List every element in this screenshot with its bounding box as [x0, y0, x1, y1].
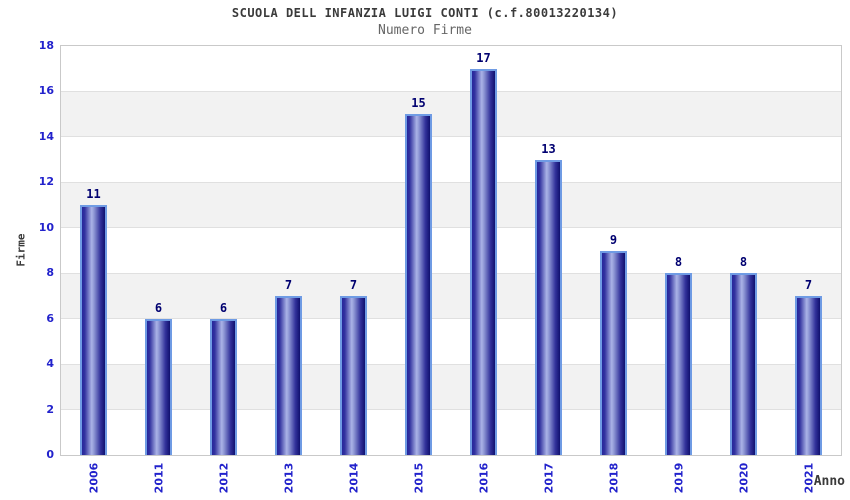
x-tick-label: 2012 — [217, 462, 230, 494]
y-tick-label: 8 — [46, 266, 54, 280]
x-tick-label: 2016 — [477, 462, 490, 494]
bar-2013 — [275, 295, 302, 455]
bar-value-label: 17 — [476, 50, 491, 65]
x-tick-label: 2015 — [412, 462, 425, 494]
bar-value-label: 8 — [739, 255, 748, 270]
grid-band — [61, 136, 841, 183]
bar-2014 — [340, 295, 367, 455]
y-tick-label: 14 — [38, 129, 54, 143]
gridline — [61, 90, 841, 92]
bar-2012 — [210, 318, 237, 455]
y-tick-label: 0 — [46, 448, 54, 461]
grid-band — [61, 318, 841, 365]
bar-value-label: 8 — [674, 255, 683, 270]
bar-2017 — [535, 159, 562, 455]
y-tick-label: 2 — [46, 402, 54, 416]
bar-2016 — [470, 68, 497, 455]
x-tick-label: 2014 — [347, 462, 360, 494]
bar-value-label: 7 — [284, 277, 293, 292]
x-tick-label: 2017 — [542, 462, 555, 494]
grid-band — [61, 182, 841, 228]
y-tick-label: 18 — [38, 39, 54, 52]
gridline — [61, 181, 841, 183]
bar-value-label: 11 — [86, 187, 101, 202]
y-tick-label: 10 — [38, 220, 54, 234]
grid-band — [61, 364, 841, 410]
bar-value-label: 13 — [541, 141, 556, 156]
gridline — [61, 409, 841, 411]
chart-title: SCUOLA DELL INFANZIA LUIGI CONTI (c.f.80… — [231, 6, 619, 20]
bar-value-label: 9 — [609, 232, 618, 247]
bar-value-label: 7 — [349, 277, 358, 292]
bar-2011 — [145, 318, 172, 455]
x-tick-label: 2018 — [607, 462, 620, 494]
grid-band — [61, 227, 841, 274]
x-tick-label: 2019 — [672, 462, 685, 494]
bar-2006 — [80, 205, 107, 455]
grid-band — [61, 91, 841, 137]
gridline — [61, 363, 841, 365]
gridline — [61, 227, 841, 229]
x-axis-title: Anno — [813, 474, 845, 489]
x-tick-label: 2006 — [87, 462, 100, 494]
grid-band — [61, 409, 841, 455]
gridline — [61, 136, 841, 138]
bar-2019 — [665, 273, 692, 455]
y-tick-label: 16 — [38, 84, 54, 98]
gridline — [61, 272, 841, 274]
x-tick-label: 2021 — [802, 462, 815, 494]
y-tick-label: 12 — [38, 175, 54, 189]
gridline — [61, 318, 841, 320]
bar-value-label: 6 — [219, 300, 228, 315]
plot-area: 11 6 6 7 7 15 17 13 9 8 8 7 — [60, 45, 842, 456]
bar-2018 — [600, 250, 627, 455]
bar-value-label: 7 — [804, 277, 813, 292]
bar-value-label: 15 — [411, 96, 426, 111]
grid-band — [61, 273, 841, 319]
x-tick-label: 2020 — [737, 462, 750, 494]
grid-band — [61, 46, 841, 92]
bar-2021 — [795, 295, 822, 455]
bar-2020 — [730, 273, 757, 455]
bar-2015 — [405, 114, 432, 455]
y-tick-label: 4 — [46, 357, 54, 371]
bar-value-label: 6 — [154, 300, 163, 315]
y-axis-title: Firme — [14, 233, 28, 267]
x-tick-label: 2013 — [282, 462, 295, 494]
y-tick-label: 6 — [46, 311, 54, 325]
x-tick-label: 2011 — [152, 462, 165, 494]
chart-subtitle: Numero Firme — [378, 23, 472, 38]
